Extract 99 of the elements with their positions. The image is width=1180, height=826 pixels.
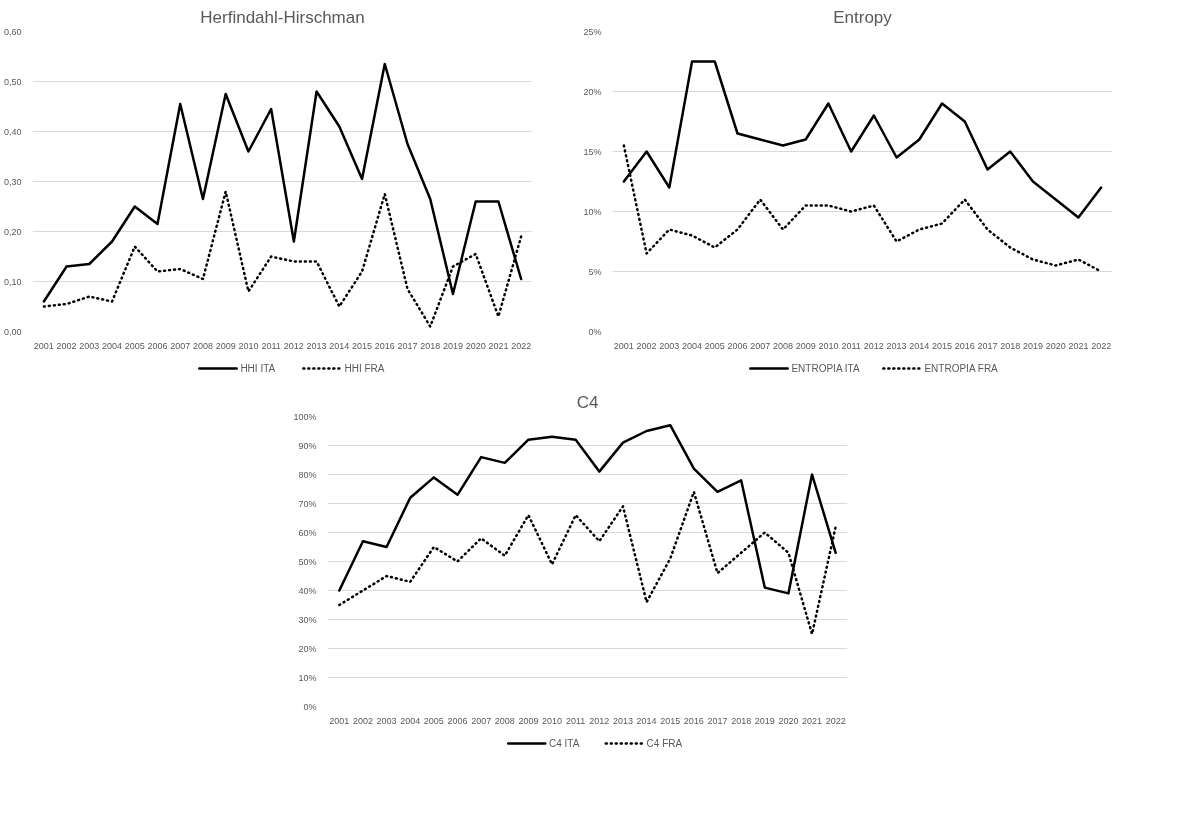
y-tick-label: 5% <box>588 266 602 277</box>
x-tick-label: 2011 <box>566 715 586 726</box>
x-tick-label: 2003 <box>79 340 100 351</box>
x-tick-label: 2012 <box>283 340 304 351</box>
x-tick-label: 2017 <box>977 340 998 351</box>
y-tick-label: 10% <box>583 206 602 217</box>
x-tick-label: 2004 <box>682 340 703 351</box>
chart-title: Entropy <box>833 7 893 27</box>
x-tick-label: 2014 <box>909 340 930 351</box>
x-tick-label: 2005 <box>124 340 145 351</box>
x-tick-label: 2007 <box>170 340 191 351</box>
y-tick-label: 50% <box>298 556 317 567</box>
y-tick-label: 20% <box>583 86 602 97</box>
x-tick-label: 2018 <box>731 715 752 726</box>
x-tick-label: 2004 <box>400 715 421 726</box>
y-tick-label: 0% <box>588 326 602 337</box>
x-tick-label: 2016 <box>683 715 704 726</box>
y-tick-label: 0% <box>303 701 317 712</box>
y-tick-label: 10% <box>298 672 317 683</box>
x-tick-label: 2002 <box>56 340 77 351</box>
x-tick-label: 2006 <box>147 340 168 351</box>
legend-label: HHI ITA <box>240 363 276 374</box>
x-tick-label: 2015 <box>932 340 953 351</box>
x-tick-label: 2005 <box>704 340 725 351</box>
legend-label: ENTROPIA FRA <box>924 363 999 374</box>
y-tick-label: 15% <box>583 146 602 157</box>
x-tick-label: 2022 <box>1091 340 1112 351</box>
y-tick-label: 100% <box>293 411 317 422</box>
x-tick-label: 2015 <box>660 715 681 726</box>
y-tick-label: 0,40 <box>3 126 22 137</box>
legend-label: C4 ITA <box>549 738 580 749</box>
x-tick-label: 2001 <box>33 340 54 351</box>
x-tick-label: 2005 <box>423 715 444 726</box>
x-tick-label: 2008 <box>192 340 213 351</box>
x-tick-label: 2016 <box>954 340 975 351</box>
x-tick-label: 2009 <box>518 715 539 726</box>
y-tick-label: 40% <box>298 585 317 596</box>
x-tick-label: 2018 <box>1000 340 1021 351</box>
legend-label: ENTROPIA ITA <box>791 363 860 374</box>
x-tick-label: 2010 <box>542 715 563 726</box>
x-tick-label: 2019 <box>754 715 775 726</box>
x-tick-label: 2007 <box>750 340 771 351</box>
y-tick-label: 25% <box>583 26 602 37</box>
y-tick-label: 0,30 <box>3 176 22 187</box>
x-tick-label: 2013 <box>306 340 327 351</box>
x-tick-label: 2001 <box>613 340 634 351</box>
x-tick-label: 2014 <box>636 715 657 726</box>
y-tick-label: 0,60 <box>3 26 22 37</box>
y-tick-label: 0,10 <box>3 276 22 287</box>
y-tick-label: 0,50 <box>3 76 22 87</box>
x-tick-label: 2020 <box>778 715 799 726</box>
x-tick-label: 2016 <box>374 340 395 351</box>
x-tick-label: 2021 <box>802 715 823 726</box>
y-tick-label: 70% <box>298 498 317 509</box>
x-tick-label: 2009 <box>795 340 816 351</box>
x-tick-label: 2012 <box>589 715 610 726</box>
chart-title: C4 <box>576 392 599 412</box>
x-tick-label: 2003 <box>659 340 680 351</box>
x-tick-label: 2015 <box>352 340 373 351</box>
y-tick-label: 80% <box>298 469 317 480</box>
x-tick-label: 2020 <box>1045 340 1066 351</box>
x-tick-label: 2007 <box>471 715 492 726</box>
legend-label: HHI FRA <box>344 363 385 374</box>
x-tick-label: 2002 <box>636 340 657 351</box>
x-tick-label: 2017 <box>707 715 728 726</box>
x-tick-label: 2008 <box>494 715 515 726</box>
x-tick-label: 2014 <box>329 340 350 351</box>
x-tick-label: 2013 <box>886 340 907 351</box>
x-tick-label: 2008 <box>772 340 793 351</box>
y-tick-label: 0,00 <box>3 326 22 337</box>
x-tick-label: 2006 <box>727 340 748 351</box>
x-tick-label: 2017 <box>397 340 418 351</box>
y-tick-label: 20% <box>298 643 317 654</box>
x-tick-label: 2003 <box>376 715 397 726</box>
x-tick-label: 2011 <box>841 340 861 351</box>
chart-title: Herfindahl-Hirschman <box>200 7 365 27</box>
x-tick-label: 2021 <box>488 340 509 351</box>
x-tick-label: 2002 <box>352 715 373 726</box>
y-tick-label: 0,20 <box>3 226 22 237</box>
y-tick-label: 30% <box>298 614 317 625</box>
x-tick-label: 2019 <box>442 340 463 351</box>
x-tick-label: 2022 <box>825 715 846 726</box>
x-tick-label: 2018 <box>420 340 441 351</box>
x-tick-label: 2004 <box>102 340 123 351</box>
y-tick-label: 60% <box>298 527 317 538</box>
x-tick-label: 2011 <box>261 340 281 351</box>
y-tick-label: 90% <box>298 440 317 451</box>
x-tick-label: 2001 <box>329 715 350 726</box>
x-tick-label: 2019 <box>1022 340 1043 351</box>
x-tick-label: 2006 <box>447 715 468 726</box>
legend-label: C4 FRA <box>646 738 683 749</box>
x-tick-label: 2012 <box>863 340 884 351</box>
x-tick-label: 2010 <box>238 340 259 351</box>
x-tick-label: 2022 <box>511 340 532 351</box>
x-tick-label: 2021 <box>1068 340 1089 351</box>
x-tick-label: 2013 <box>612 715 633 726</box>
x-tick-label: 2010 <box>818 340 839 351</box>
x-tick-label: 2020 <box>465 340 486 351</box>
x-tick-label: 2009 <box>215 340 236 351</box>
